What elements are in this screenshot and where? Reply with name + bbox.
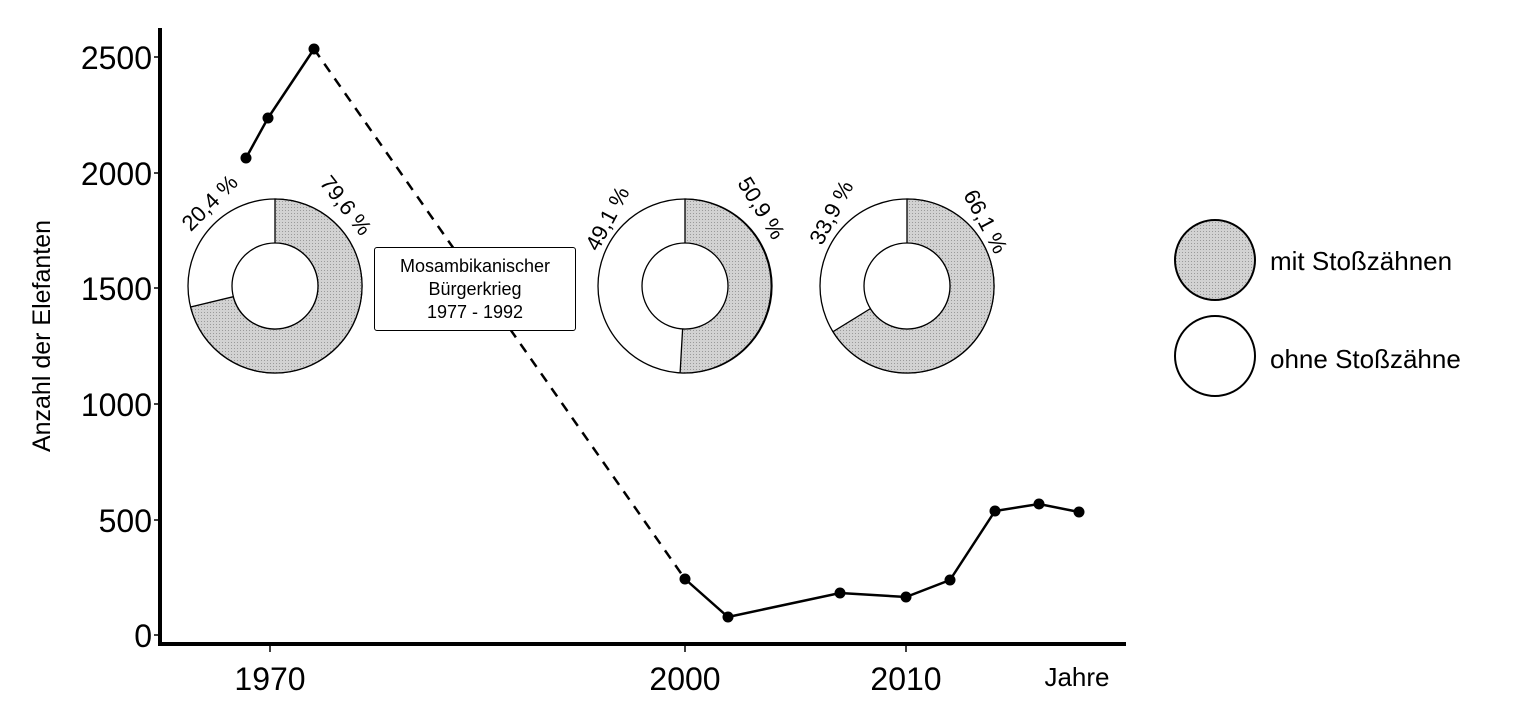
donut-chart-1970: 20,4 % 79,6 %	[177, 170, 377, 374]
legend-swatch-ohne	[1174, 315, 1256, 397]
y-tick-label: 2000	[81, 156, 152, 192]
x-tick-label: 1970	[234, 661, 305, 697]
legend-swatch-mit	[1174, 219, 1256, 301]
legend-label-mit: mit Stoßzähnen	[1270, 246, 1452, 276]
x-axis: 1970 2000 2010 Jahre	[158, 642, 1126, 697]
donut-chart-2010: 33,9 % 66,1 %	[804, 176, 1013, 374]
annotation-line-1: Mosambikanischer	[399, 255, 551, 276]
population-line	[240, 43, 1085, 623]
y-tick-label: 1500	[81, 271, 152, 307]
civil-war-annotation: Mosambikanischer Bürgerkrieg 1977 - 1992	[374, 247, 576, 331]
y-axis: 2500 2000 1500 1000 500 0 Anzahl der Ele…	[28, 28, 162, 654]
x-tick-label: 2010	[870, 661, 941, 697]
data-points	[240, 43, 1085, 623]
annotation-line-2: Bürgerkrieg	[428, 278, 522, 299]
x-axis-unit: Jahre	[1044, 662, 1109, 692]
x-tick-label: 2000	[649, 661, 720, 697]
y-tick-label: 0	[134, 618, 152, 654]
y-tick-label: 1000	[81, 387, 152, 423]
donut-chart-2000: 49,1 % 50,9 %	[580, 172, 790, 374]
legend-label-ohne: ohne Stoßzähne	[1270, 344, 1461, 374]
annotation-line-3: 1977 - 1992	[426, 301, 524, 322]
legend: mit Stoßzähnen ohne Stoßzähne	[1174, 219, 1461, 397]
y-tick-label: 500	[99, 503, 152, 539]
y-axis-title: Anzahl der Elefanten	[28, 220, 56, 452]
y-tick-label: 2500	[81, 40, 152, 76]
